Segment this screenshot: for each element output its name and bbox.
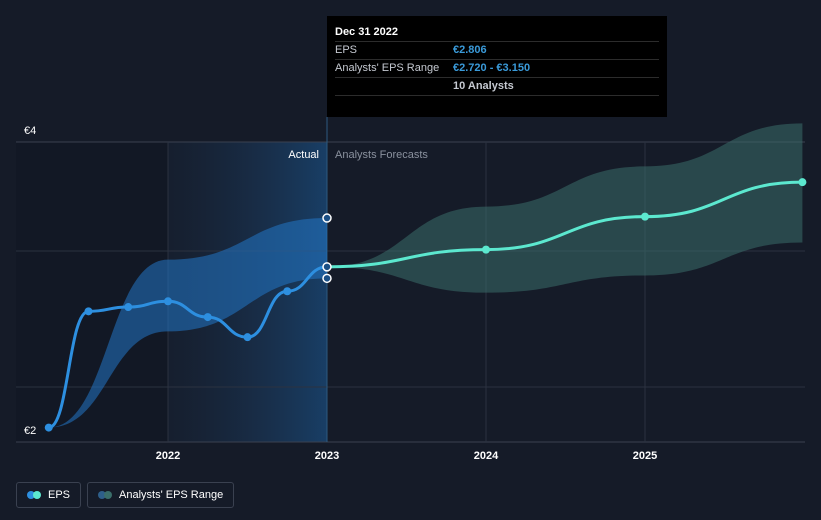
legend-range[interactable]: Analysts' EPS Range: [87, 482, 235, 508]
eps-point-actual: [243, 333, 252, 342]
actual-label: Actual: [288, 149, 319, 161]
eps-point-actual: [283, 287, 292, 296]
hover-marker: [322, 262, 332, 272]
tooltip-analysts: 10 Analysts: [453, 80, 514, 92]
tooltip-row-analysts: 10 Analysts: [335, 77, 659, 96]
eps-point-forecast: [798, 178, 807, 187]
x-tick-label: 2024: [474, 450, 499, 462]
eps-point-actual: [164, 297, 172, 306]
x-tick-label: 2025: [633, 450, 657, 462]
hover-marker: [322, 273, 332, 284]
x-tick-label: 2023: [315, 450, 339, 462]
eps-point-actual: [203, 313, 212, 322]
eps-point-forecast: [641, 212, 649, 221]
eps-point-actual: [44, 423, 53, 432]
forecast-label: Analysts Forecasts: [335, 149, 428, 161]
tooltip-row-range: Analysts' EPS Range €2.720 - €3.150: [335, 59, 659, 77]
tooltip: Dec 31 2022 EPS €2.806 Analysts' EPS Ran…: [327, 16, 667, 117]
eps-point-actual: [124, 303, 133, 312]
legend-eps-label: EPS: [48, 489, 71, 501]
eps-point-actual: [84, 307, 93, 316]
eps-range-band-actual: [48, 218, 327, 428]
tooltip-date: Dec 31 2022: [335, 26, 398, 38]
tooltip-range-key: Analysts' EPS Range: [335, 62, 440, 74]
hover-marker: [322, 213, 332, 223]
tooltip-row-eps: EPS €2.806: [335, 41, 659, 59]
y-tick-label: €2: [24, 425, 36, 437]
y-tick-label: €4: [24, 125, 36, 137]
range-legend-icon: [98, 491, 112, 499]
eps-point-forecast: [482, 245, 490, 254]
legend-eps[interactable]: EPS: [16, 482, 82, 508]
eps-line-forecast: [325, 180, 804, 269]
tooltip-eps-value: €2.806: [453, 44, 487, 56]
x-tick-label: 2022: [156, 450, 180, 462]
eps-line-actual: [47, 265, 329, 430]
tooltip-eps-key: EPS: [335, 44, 358, 56]
eps-legend-icon: [27, 491, 41, 499]
tooltip-range-value: €2.720 - €3.150: [453, 62, 531, 74]
legend-range-label: Analysts' EPS Range: [119, 489, 224, 501]
